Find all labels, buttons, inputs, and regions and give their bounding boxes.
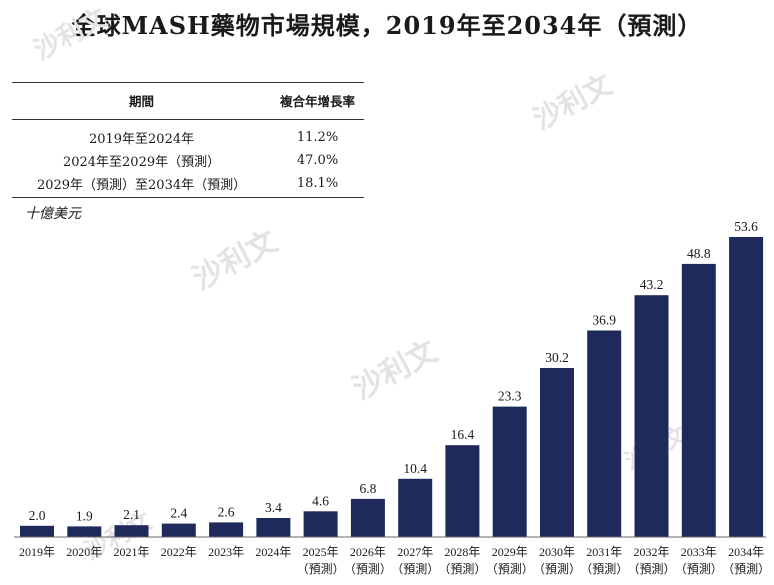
watermark: 沙利文	[528, 68, 618, 137]
bar-value-label: 3.4	[265, 500, 282, 515]
bar-2024年	[256, 518, 291, 537]
x-tick-label: 2021年	[113, 545, 149, 559]
x-tick-forecast-note: （預測）	[344, 562, 392, 576]
cagr-header-rate: 複合年增長率	[271, 82, 364, 120]
x-tick-forecast-note: （預測）	[675, 562, 723, 576]
cagr-table: 期間 複合年增長率 2019年至2024年 11.2% 2024年至2029年（…	[12, 82, 364, 198]
bar-2034年	[729, 237, 764, 537]
x-tick-forecast-note: （預測）	[580, 562, 628, 576]
x-tick-forecast-note: （預測）	[297, 562, 345, 576]
bar-2031年	[587, 330, 622, 537]
bar-2033年	[681, 263, 716, 537]
x-tick-label: 2020年	[66, 545, 102, 559]
bar-value-label: 16.4	[451, 427, 475, 442]
watermark: 沙利文	[29, 2, 113, 66]
cagr-header-period: 期間	[12, 82, 272, 120]
bar-value-label: 48.8	[687, 246, 711, 261]
bar-2021年	[114, 525, 149, 537]
cagr-rate: 47.0%	[296, 153, 339, 168]
x-tick-label: 2028年	[444, 545, 480, 559]
x-tick-forecast-note: （預測）	[486, 562, 534, 576]
x-tick-label: 2032年	[633, 545, 669, 559]
bar-value-label: 4.6	[312, 493, 329, 508]
watermark: 沙利文	[187, 224, 283, 297]
x-tick-label: 2034年	[728, 545, 764, 559]
cagr-period: 2024年至2029年（預測）	[62, 155, 221, 170]
bar-value-label: 23.3	[498, 389, 522, 404]
bars-layer: 2.0 1.9 2.1 2.4 2.6 3.4 4.6 6.8 10.4 16.4 23.3 30.2…	[20, 219, 764, 537]
bar-value-label: 2.0	[29, 508, 46, 523]
x-tick-label: 2026年	[350, 545, 386, 559]
bar-2020年	[67, 526, 102, 537]
cagr-row: 2019年至2024年 11.2%	[12, 120, 364, 150]
bar-value-label: 6.8	[359, 481, 376, 496]
x-tick-forecast-note: （預測）	[391, 562, 439, 576]
x-tick-label: 2023年	[208, 545, 244, 559]
bar-value-label: 2.1	[123, 507, 140, 522]
cagr-row: 2029年（預測）至2034年（預測） 18.1%	[12, 172, 364, 198]
x-tick-forecast-note: （預測）	[438, 562, 486, 576]
x-tick-label: 2029年	[492, 545, 528, 559]
chart-title: 全球MASH藥物市場規模，2019年至2034年（預測）	[71, 11, 703, 40]
bar-value-label: 43.2	[640, 277, 664, 292]
x-tick-label: 2025年	[303, 545, 339, 559]
cagr-row: 2024年至2029年（預測） 47.0%	[12, 149, 364, 172]
x-tick-forecast-note: （預測）	[627, 562, 675, 576]
bar-value-label: 36.9	[592, 313, 616, 328]
x-tick-labels: 2019年 2020年 2021年 2022年 2023年 2024年 2025年 （預測） 2…	[19, 545, 770, 576]
bar-2027年	[398, 478, 433, 537]
cagr-period: 2029年（預測）至2034年（預測）	[12, 172, 272, 198]
bar-2019年	[20, 525, 54, 537]
x-tick-label: 2030年	[539, 545, 575, 559]
cagr-rate: 11.2%	[296, 130, 339, 145]
y-axis-unit-label: 十億美元	[25, 206, 81, 222]
bar-value-label: 53.6	[734, 219, 758, 234]
x-tick-label: 2019年	[19, 545, 55, 559]
bar-2030年	[540, 368, 574, 537]
bar-2025年	[303, 511, 338, 537]
x-tick-label: 2033年	[681, 545, 717, 559]
bar-2028年	[445, 445, 480, 537]
x-tick-label: 2027年	[397, 545, 433, 559]
x-tick-label: 2031年	[586, 545, 622, 559]
x-tick-forecast-note: （預測）	[722, 562, 770, 576]
cagr-rate: 18.1%	[271, 172, 364, 198]
bar-value-label: 2.6	[218, 504, 235, 519]
bar-value-label: 1.9	[76, 508, 93, 523]
cagr-period: 2019年至2024年	[88, 132, 195, 147]
bar-2032年	[634, 295, 669, 537]
bar-value-label: 30.2	[545, 350, 569, 365]
watermark: 沙利文	[347, 334, 443, 407]
bar-2023年	[209, 522, 244, 537]
bar-value-label: 2.4	[170, 506, 187, 521]
bar-value-label: 10.4	[403, 461, 427, 476]
bar-2026年	[350, 498, 385, 537]
x-tick-forecast-note: （預測）	[533, 562, 581, 576]
bar-2029年	[492, 406, 527, 537]
x-tick-label: 2024年	[255, 545, 291, 559]
bar-2022年	[161, 523, 196, 537]
x-tick-label: 2022年	[161, 545, 197, 559]
